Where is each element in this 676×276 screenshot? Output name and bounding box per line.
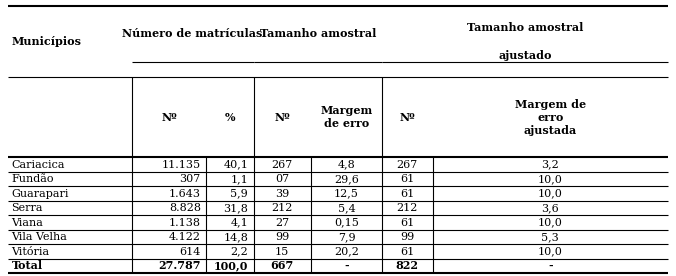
- Text: 667: 667: [270, 261, 294, 272]
- Text: Vitória: Vitória: [11, 246, 49, 256]
- Text: 61: 61: [400, 217, 414, 227]
- Text: 307: 307: [180, 174, 201, 184]
- Text: %: %: [224, 112, 235, 123]
- Text: 8.828: 8.828: [169, 203, 201, 213]
- Text: 1.643: 1.643: [169, 189, 201, 198]
- Text: Serra: Serra: [11, 203, 43, 213]
- Text: 267: 267: [272, 160, 293, 169]
- Text: 4.122: 4.122: [169, 232, 201, 242]
- Text: Nº: Nº: [161, 112, 177, 123]
- Text: 10,0: 10,0: [538, 189, 562, 198]
- Text: 5,4: 5,4: [337, 203, 356, 213]
- Text: Total: Total: [11, 261, 43, 272]
- Text: 31,8: 31,8: [223, 203, 248, 213]
- Text: 10,0: 10,0: [538, 217, 562, 227]
- Text: 27.787: 27.787: [158, 261, 201, 272]
- Text: 212: 212: [272, 203, 293, 213]
- Text: Número de matrículas: Número de matrículas: [122, 28, 263, 39]
- Text: 100,0: 100,0: [214, 261, 248, 272]
- Text: ajustado: ajustado: [498, 50, 552, 61]
- Text: Guarapari: Guarapari: [11, 189, 69, 198]
- Text: 2,2: 2,2: [231, 246, 248, 256]
- Text: Margem
de erro: Margem de erro: [320, 105, 372, 129]
- Text: 10,0: 10,0: [538, 174, 562, 184]
- Text: 20,2: 20,2: [334, 246, 359, 256]
- Text: 14,8: 14,8: [223, 232, 248, 242]
- Text: 822: 822: [395, 261, 419, 272]
- Text: 99: 99: [275, 232, 289, 242]
- Text: 61: 61: [400, 174, 414, 184]
- Text: 5,3: 5,3: [541, 232, 559, 242]
- Text: 0,15: 0,15: [334, 217, 359, 227]
- Text: 1.138: 1.138: [169, 217, 201, 227]
- Text: -: -: [548, 261, 552, 272]
- Text: 11.135: 11.135: [162, 160, 201, 169]
- Text: 10,0: 10,0: [538, 246, 562, 256]
- Text: -: -: [344, 261, 349, 272]
- Text: Cariacica: Cariacica: [11, 160, 65, 169]
- Text: 1,1: 1,1: [231, 174, 248, 184]
- Text: 40,1: 40,1: [223, 160, 248, 169]
- Text: 27: 27: [275, 217, 289, 227]
- Text: 61: 61: [400, 189, 414, 198]
- Text: 4,8: 4,8: [337, 160, 356, 169]
- Text: 5,9: 5,9: [231, 189, 248, 198]
- Text: 267: 267: [397, 160, 418, 169]
- Text: Margem de
erro
ajustada: Margem de erro ajustada: [514, 99, 586, 136]
- Text: Vila Velha: Vila Velha: [11, 232, 68, 242]
- Text: 29,6: 29,6: [334, 174, 359, 184]
- Text: 15: 15: [275, 246, 289, 256]
- Text: Municípios: Municípios: [11, 36, 82, 47]
- Text: Fundão: Fundão: [11, 174, 54, 184]
- Text: 61: 61: [400, 246, 414, 256]
- Text: Nº: Nº: [400, 112, 415, 123]
- Text: 07: 07: [275, 174, 289, 184]
- Text: 12,5: 12,5: [334, 189, 359, 198]
- Text: Tamanho amostral: Tamanho amostral: [466, 22, 583, 33]
- Text: 39: 39: [275, 189, 289, 198]
- Text: 99: 99: [400, 232, 414, 242]
- Text: 3,6: 3,6: [541, 203, 559, 213]
- Text: 7,9: 7,9: [337, 232, 356, 242]
- Text: 4,1: 4,1: [231, 217, 248, 227]
- Text: Viana: Viana: [11, 217, 43, 227]
- Text: Tamanho amostral: Tamanho amostral: [260, 28, 376, 39]
- Text: 614: 614: [179, 246, 201, 256]
- Text: Nº: Nº: [274, 112, 290, 123]
- Text: 212: 212: [397, 203, 418, 213]
- Text: 3,2: 3,2: [541, 160, 559, 169]
